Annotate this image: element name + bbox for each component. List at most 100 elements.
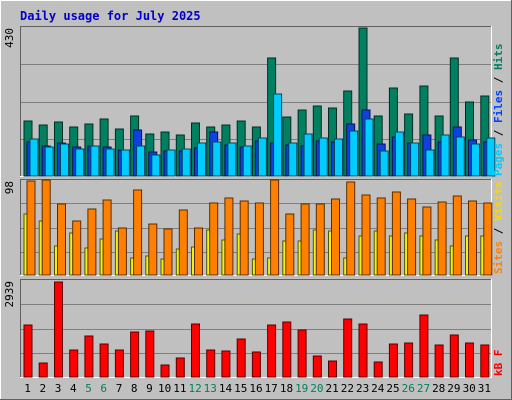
legend-item: Hits <box>492 44 505 71</box>
panel-mid: 98 Sites / Visits <box>3 179 505 276</box>
day-label: 29 <box>447 382 460 395</box>
axis-max-label: 2939 <box>3 281 16 308</box>
bar-sites-day-30 <box>468 200 477 276</box>
bar-pages-day-16 <box>257 137 267 177</box>
bar-pages-day-29 <box>455 136 465 177</box>
bar-pages-day-7 <box>120 149 130 177</box>
day-label: 9 <box>146 382 153 395</box>
bar-sites-day-17 <box>270 179 280 276</box>
bar-pages-day-30 <box>471 143 480 177</box>
legend-item: Files <box>492 90 505 123</box>
bar-pages-day-1 <box>29 138 39 177</box>
bar-sites-day-8 <box>133 189 143 276</box>
bar-pages-day-19 <box>303 133 313 177</box>
bar-kb-f-day-17 <box>267 324 277 378</box>
bar-kb-f-day-24 <box>373 361 383 378</box>
day-label: 2 <box>39 382 46 395</box>
bar-pages-day-22 <box>349 130 359 177</box>
bar-kb-f-day-6 <box>99 343 109 378</box>
bar-sites-day-13 <box>209 202 219 276</box>
bar-sites-day-15 <box>239 200 249 276</box>
bar-pages-day-10 <box>166 149 176 177</box>
day-label: 11 <box>173 382 186 395</box>
bar-kb-f-day-23 <box>358 323 368 378</box>
bar-sites-day-14 <box>224 197 234 276</box>
bar-sites-day-1 <box>26 180 36 276</box>
bar-kb-f-day-4 <box>69 349 79 378</box>
day-label: 3 <box>55 382 62 395</box>
bar-pages-day-3 <box>60 143 69 177</box>
bar-kb-f-day-27 <box>419 314 429 378</box>
bar-kb-f-day-11 <box>175 357 185 378</box>
bar-kb-f-day-31 <box>480 344 490 378</box>
bar-sites-day-27 <box>422 206 432 276</box>
legend-item: Sites <box>492 241 505 274</box>
bar-kb-f-day-13 <box>206 349 216 378</box>
bar-kb-f-day-1 <box>23 324 33 378</box>
bar-kb-f-day-10 <box>160 364 170 378</box>
bar-pages-day-2 <box>44 146 54 177</box>
day-label: 1 <box>24 382 31 395</box>
bar-kb-f-day-28 <box>434 344 444 378</box>
bar-pages-day-5 <box>90 145 100 177</box>
bar-sites-day-31 <box>483 202 493 276</box>
bar-sites-day-19 <box>300 203 310 276</box>
bar-sites-day-24 <box>376 197 386 276</box>
legend-item: Pages <box>492 143 505 176</box>
bar-pages-day-18 <box>288 142 298 177</box>
bar-pages-day-21 <box>334 138 343 177</box>
legend-top: Pages / Files / Hits <box>492 44 505 177</box>
bar-kb-f-day-2 <box>38 362 48 378</box>
bar-pages-day-9 <box>151 154 161 177</box>
bar-kb-f-day-29 <box>449 334 459 378</box>
bar-sites-day-20 <box>315 203 325 276</box>
bar-sites-day-21 <box>331 198 340 276</box>
day-label: 24 <box>371 382 385 395</box>
chart-title: Daily usage for July 2025 <box>20 9 201 23</box>
day-label: 23 <box>356 382 369 395</box>
bar-sites-day-5 <box>87 208 97 276</box>
day-label: 4 <box>70 382 77 395</box>
day-label: 18 <box>280 382 293 395</box>
bar-pages-day-14 <box>227 142 237 177</box>
bar-pages-day-27 <box>425 149 435 177</box>
panel-top: 430 Pages / Files / Hits <box>3 26 505 177</box>
day-label: 10 <box>158 382 171 395</box>
day-label: 27 <box>417 382 430 395</box>
bar-pages-day-11 <box>181 148 191 177</box>
bar-sites-day-25 <box>391 191 401 276</box>
bar-pages-day-23 <box>364 118 374 177</box>
day-label: 31 <box>478 382 491 395</box>
day-label: 7 <box>116 382 123 395</box>
bar-kb-f-day-19 <box>297 329 307 378</box>
bar-sites-day-9 <box>148 223 158 276</box>
bar-kb-f-day-25 <box>388 343 398 378</box>
bar-kb-f-day-22 <box>343 318 353 378</box>
bar-pages-day-20 <box>318 137 328 177</box>
day-label: 14 <box>219 382 233 395</box>
bar-sites-day-2 <box>41 179 51 276</box>
bar-sites-day-23 <box>361 194 371 276</box>
day-label: 13 <box>204 382 217 395</box>
day-label: 19 <box>295 382 308 395</box>
bar-pages-day-4 <box>75 148 85 177</box>
day-label: 25 <box>386 382 399 395</box>
day-label: 17 <box>265 382 278 395</box>
day-label: 26 <box>402 382 415 395</box>
bar-kb-f-day-18 <box>282 321 292 378</box>
bar-kb-f-day-15 <box>236 338 246 378</box>
bar-kb-f-day-5 <box>84 335 94 378</box>
bar-pages-day-26 <box>410 142 420 177</box>
day-label: 8 <box>131 382 138 395</box>
bar-sites-day-22 <box>346 181 356 276</box>
bar-kb-f-day-3 <box>54 281 63 378</box>
day-label: 16 <box>249 382 262 395</box>
bar-kb-f-day-16 <box>251 351 261 378</box>
legend-bot: kB F <box>492 350 505 377</box>
bar-kb-f-day-14 <box>221 350 231 378</box>
bar-pages-day-28 <box>440 134 450 177</box>
bar-kb-f-day-9 <box>145 330 155 378</box>
bar-pages-day-24 <box>379 150 389 177</box>
bar-sites-day-26 <box>407 198 417 276</box>
